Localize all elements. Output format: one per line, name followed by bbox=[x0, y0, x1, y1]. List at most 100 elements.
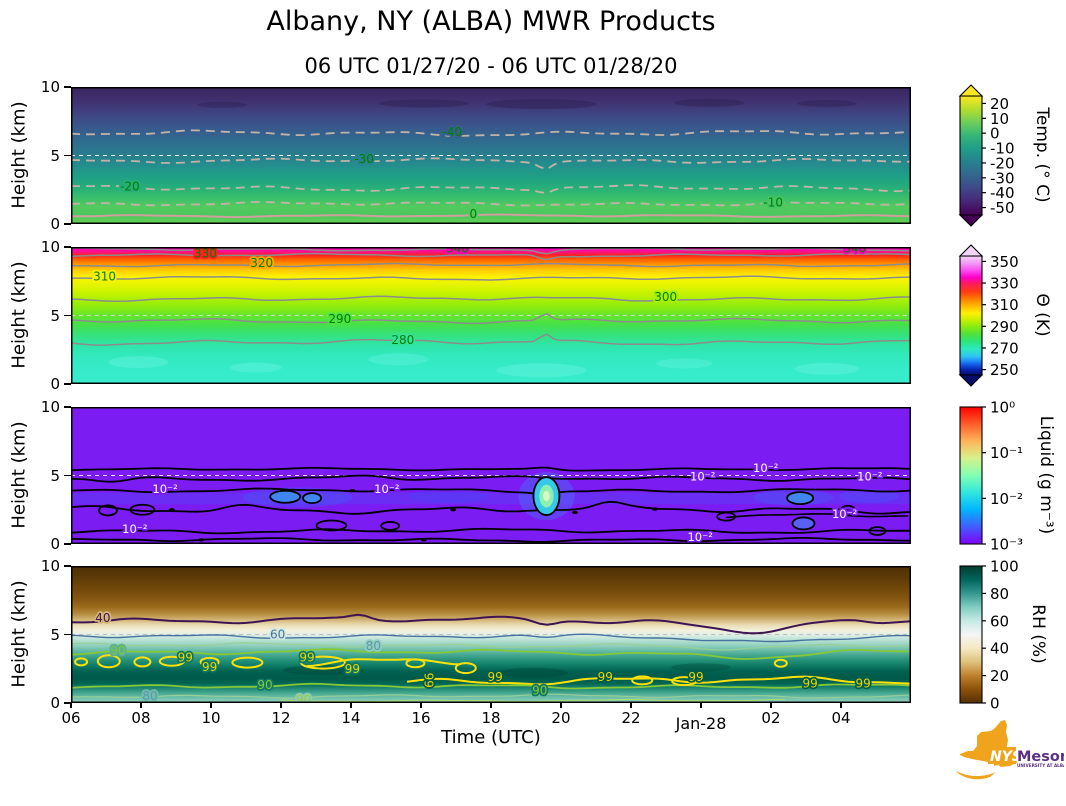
contour-blob bbox=[840, 504, 856, 515]
colorbar-tick-label: 60 bbox=[990, 612, 1009, 630]
contour-blob bbox=[158, 655, 185, 667]
contour-blob bbox=[129, 503, 156, 516]
contour-label-90: 90 bbox=[532, 684, 547, 698]
panel-border bbox=[71, 407, 911, 544]
contour-blob bbox=[74, 657, 89, 667]
colorbar-tick-label: 350 bbox=[990, 253, 1019, 271]
contour-label--40: -40 bbox=[443, 125, 463, 139]
colorbar-tick-label: 0 bbox=[990, 695, 1000, 713]
contour-label-99: 99 bbox=[299, 651, 314, 665]
colorbar-tick-label: 10⁻² bbox=[990, 490, 1023, 508]
blob-core-inner bbox=[543, 490, 550, 502]
contour-line-99 bbox=[306, 658, 461, 668]
contour-label-99: 99 bbox=[855, 677, 870, 691]
colorbar-bar bbox=[959, 95, 983, 216]
y-tick-label: 5 bbox=[50, 306, 60, 325]
colorbar-arrow-up bbox=[958, 244, 984, 257]
contour-blob bbox=[302, 492, 322, 505]
contour-label-60: 60 bbox=[270, 628, 285, 642]
contour-dot bbox=[651, 507, 658, 511]
contour-blob bbox=[269, 489, 302, 504]
colorbar-tick-label: 310 bbox=[990, 296, 1019, 314]
colorbar-tick-label: -50 bbox=[990, 199, 1015, 217]
x-tick-label: 14 bbox=[341, 709, 361, 727]
contour-line-10⁻² bbox=[70, 527, 912, 535]
y-tick-label: 0 bbox=[50, 694, 60, 712]
colorbar-svg-liquid: 10⁰ 10⁻¹ 10⁻² 10⁻³ bbox=[959, 399, 1023, 554]
colorbar-tick-label: 270 bbox=[990, 339, 1019, 357]
contour-line-10⁻² bbox=[726, 512, 909, 519]
colorbar-tick-label: 0 bbox=[990, 125, 1000, 143]
colorbar-tick-label: -20 bbox=[990, 154, 1015, 172]
colorbar-svg-relative-humidity: 100 80 60 40 20 0 bbox=[959, 558, 1019, 713]
colorbar-tick-label: -30 bbox=[990, 169, 1015, 187]
contour-label-10⁻²: 10⁻² bbox=[690, 470, 715, 484]
y-tick-label: 0 bbox=[50, 535, 60, 553]
colorbar-tick-label: 20 bbox=[990, 95, 1009, 113]
y-tick-label: 10 bbox=[40, 398, 60, 416]
contour-blob bbox=[96, 654, 121, 669]
x-tick-label: 08 bbox=[131, 709, 151, 727]
contour-line-0 bbox=[71, 213, 912, 219]
panel-svg-relative-humidity: 40 60 80 90 99 99 99 99 99 99 99 99 99 99 90 90 80 90 bbox=[70, 566, 912, 708]
colorbar-tick-label: 80 bbox=[990, 585, 1009, 603]
contour-line--20 bbox=[70, 184, 912, 195]
contour-line-80 bbox=[70, 642, 912, 651]
x-axis-title: Time (UTC) bbox=[441, 727, 541, 748]
contour-dot bbox=[168, 508, 175, 512]
contour-blob bbox=[791, 516, 816, 531]
contour-label-99: 99 bbox=[598, 670, 613, 684]
nys-mesonet-logo: NYS Mesonet UNIVERSITY AT ALBANY bbox=[956, 720, 1064, 780]
contour-label-10⁻²: 10⁻² bbox=[832, 507, 857, 521]
contour-label-10⁻²: 10⁻² bbox=[687, 530, 712, 544]
contour-label-99: 99 bbox=[345, 662, 360, 676]
contour-dot bbox=[349, 488, 356, 493]
contour-line-10⁻² bbox=[70, 537, 911, 543]
colorbar-bar bbox=[959, 255, 983, 376]
colorbar-title-liquid: Liquid (g m⁻³) bbox=[1036, 415, 1056, 535]
colorbar-tick-label: 10⁻¹ bbox=[990, 444, 1023, 462]
field-patch bbox=[368, 353, 429, 366]
field-patch bbox=[498, 667, 568, 678]
field-patch bbox=[108, 356, 169, 369]
colorbar-title-rh: RH (%) bbox=[1028, 604, 1048, 664]
contour-line--10 bbox=[70, 201, 912, 207]
y-tick-label: 10 bbox=[40, 78, 60, 96]
colorbar-liquid: 10⁰ 10⁻¹ 10⁻² 10⁻³ bbox=[954, 393, 1064, 562]
contour-label-90: 90 bbox=[110, 643, 125, 657]
contour-label-90: 90 bbox=[296, 693, 311, 703]
field-patch bbox=[283, 665, 363, 676]
panel-relative-humidity: 40 60 80 90 99 99 99 99 99 99 99 99 99 99 90 90 80 90 bbox=[70, 566, 912, 708]
contour-line-10⁻² bbox=[70, 474, 912, 483]
contour-label-99: 99 bbox=[488, 670, 503, 684]
field-patch bbox=[839, 489, 899, 504]
y-axis-title-3: Height (km) bbox=[8, 421, 30, 529]
y-tick-label: 10 bbox=[40, 557, 60, 575]
x-tick-label: 06 bbox=[61, 709, 81, 727]
x-tick-mark bbox=[350, 703, 352, 708]
x-tick-mark bbox=[560, 703, 562, 708]
contour-label--20: -20 bbox=[120, 179, 140, 193]
y-tick-mark bbox=[64, 383, 71, 385]
x-tick-mark bbox=[630, 703, 632, 708]
x-tick-label: 04 bbox=[831, 709, 851, 727]
contour-line-99 bbox=[406, 675, 912, 686]
field-patch bbox=[229, 362, 282, 373]
colorbar-title-theta: Θ (K) bbox=[1032, 293, 1052, 337]
contour-blob bbox=[380, 521, 401, 531]
y-tick-mark bbox=[64, 246, 71, 248]
colorbar-title-temperature: Temp. (° C) bbox=[1032, 107, 1052, 203]
contour-line-10⁻² bbox=[70, 487, 912, 497]
moist-band bbox=[71, 492, 911, 505]
contour-label-10⁻²: 10⁻² bbox=[152, 482, 177, 496]
contour-line-340 bbox=[71, 247, 911, 255]
colorbar-tick-label: 250 bbox=[990, 361, 1019, 379]
colorbar-tick-label: 10⁰ bbox=[990, 399, 1015, 417]
contour-line-300 bbox=[70, 295, 911, 303]
x-tick-mark bbox=[490, 703, 492, 708]
logo-tagline-text: UNIVERSITY AT ALBANY bbox=[1017, 763, 1064, 768]
colorbar-svg-potential-temperature: 350 330 310 290 270 250 bbox=[958, 244, 1019, 387]
contour-label-10⁻²: 10⁻² bbox=[122, 522, 147, 536]
contour-blob bbox=[133, 656, 152, 668]
